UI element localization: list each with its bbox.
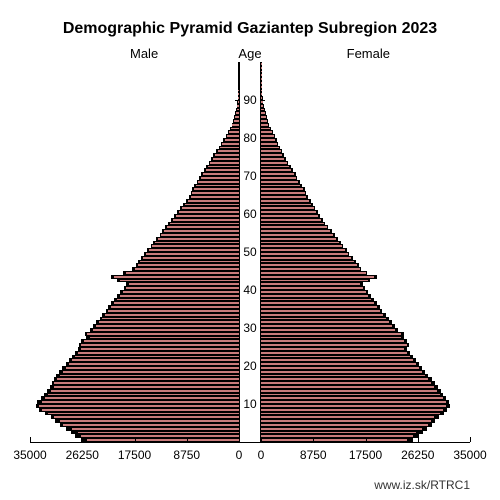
plot-area: 10 20 30 40 50 60 70 80 90 — [30, 62, 470, 443]
age-axis: 10 20 30 40 50 60 70 80 90 — [239, 62, 261, 442]
age-tick-label: 70 — [239, 169, 261, 183]
age-label: Age — [0, 46, 500, 61]
female-bars — [261, 62, 470, 442]
x-tick-label: 0 — [236, 448, 243, 462]
age-tick-label: 40 — [239, 283, 261, 297]
age-tick-label: 20 — [239, 359, 261, 373]
x-axis: 3500026250175008750008750175002625035000 — [30, 442, 470, 472]
x-tick-label: 8750 — [173, 448, 200, 462]
age-tick-label: 30 — [239, 321, 261, 335]
x-tick-label: 26250 — [66, 448, 99, 462]
male-bars — [30, 62, 239, 442]
x-tick-label: 0 — [258, 448, 265, 462]
female-label: Female — [347, 46, 390, 61]
chart-title: Demographic Pyramid Gaziantep Subregion … — [0, 20, 500, 38]
x-tick-label: 35000 — [13, 448, 46, 462]
watermark: www.iz.sk/RTRC1 — [374, 478, 470, 492]
x-tick-label: 17500 — [118, 448, 151, 462]
x-tick-label: 8750 — [300, 448, 327, 462]
age-tick-label: 10 — [239, 397, 261, 411]
age-tick-label: 80 — [239, 131, 261, 145]
x-tick-label: 17500 — [349, 448, 382, 462]
age-tick-label: 50 — [239, 245, 261, 259]
age-tick-label: 60 — [239, 207, 261, 221]
x-tick-label: 26250 — [401, 448, 434, 462]
pyramid-chart: Demographic Pyramid Gaziantep Subregion … — [0, 0, 500, 500]
x-tick-label: 35000 — [453, 448, 486, 462]
age-tick-label: 90 — [239, 93, 261, 107]
